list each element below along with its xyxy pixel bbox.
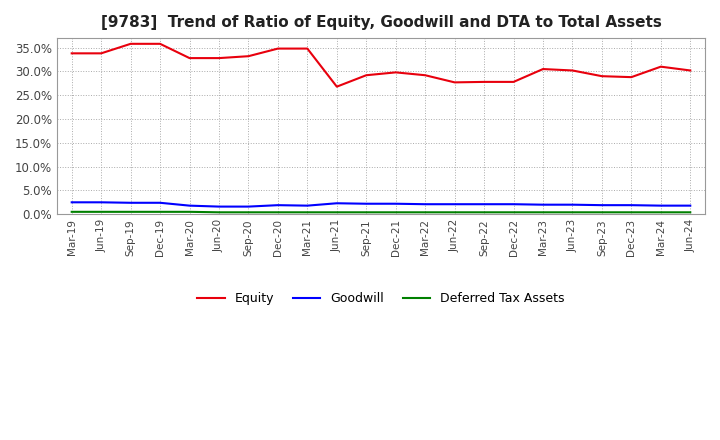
Deferred Tax Assets: [686, 210, 695, 215]
Goodwill: [392, 201, 400, 206]
Equity: [450, 80, 459, 85]
Equity: [539, 66, 547, 72]
Goodwill: [362, 201, 371, 206]
Deferred Tax Assets: [97, 209, 106, 214]
Goodwill: [333, 201, 341, 206]
Goodwill: [274, 202, 282, 208]
Equity: [480, 79, 488, 84]
Goodwill: [657, 203, 665, 208]
Deferred Tax Assets: [480, 210, 488, 215]
Deferred Tax Assets: [274, 210, 282, 215]
Goodwill: [215, 204, 223, 209]
Equity: [156, 41, 164, 47]
Goodwill: [450, 202, 459, 207]
Goodwill: [598, 202, 606, 208]
Goodwill: [97, 200, 106, 205]
Goodwill: [68, 200, 76, 205]
Deferred Tax Assets: [303, 210, 312, 215]
Equity: [421, 73, 430, 78]
Equity: [657, 64, 665, 70]
Legend: Equity, Goodwill, Deferred Tax Assets: Equity, Goodwill, Deferred Tax Assets: [192, 287, 570, 310]
Deferred Tax Assets: [568, 210, 577, 215]
Deferred Tax Assets: [450, 210, 459, 215]
Goodwill: [539, 202, 547, 207]
Goodwill: [244, 204, 253, 209]
Deferred Tax Assets: [598, 210, 606, 215]
Line: Deferred Tax Assets: Deferred Tax Assets: [72, 212, 690, 213]
Equity: [274, 46, 282, 51]
Deferred Tax Assets: [185, 209, 194, 214]
Equity: [598, 73, 606, 79]
Deferred Tax Assets: [362, 210, 371, 215]
Equity: [68, 51, 76, 56]
Goodwill: [156, 200, 164, 205]
Line: Goodwill: Goodwill: [72, 202, 690, 207]
Equity: [126, 41, 135, 47]
Equity: [97, 51, 106, 56]
Equity: [333, 84, 341, 89]
Equity: [215, 55, 223, 61]
Equity: [686, 68, 695, 73]
Deferred Tax Assets: [333, 210, 341, 215]
Goodwill: [303, 203, 312, 208]
Title: [9783]  Trend of Ratio of Equity, Goodwill and DTA to Total Assets: [9783] Trend of Ratio of Equity, Goodwil…: [101, 15, 662, 30]
Equity: [627, 74, 636, 80]
Goodwill: [185, 203, 194, 208]
Line: Equity: Equity: [72, 44, 690, 87]
Deferred Tax Assets: [539, 210, 547, 215]
Deferred Tax Assets: [215, 210, 223, 215]
Goodwill: [480, 202, 488, 207]
Equity: [392, 70, 400, 75]
Equity: [303, 46, 312, 51]
Deferred Tax Assets: [657, 210, 665, 215]
Goodwill: [686, 203, 695, 208]
Equity: [509, 79, 518, 84]
Goodwill: [126, 200, 135, 205]
Goodwill: [421, 202, 430, 207]
Goodwill: [627, 202, 636, 208]
Deferred Tax Assets: [421, 210, 430, 215]
Equity: [568, 68, 577, 73]
Deferred Tax Assets: [392, 210, 400, 215]
Deferred Tax Assets: [244, 210, 253, 215]
Deferred Tax Assets: [126, 209, 135, 214]
Deferred Tax Assets: [627, 210, 636, 215]
Equity: [362, 73, 371, 78]
Deferred Tax Assets: [68, 209, 76, 214]
Equity: [185, 55, 194, 61]
Goodwill: [568, 202, 577, 207]
Goodwill: [509, 202, 518, 207]
Deferred Tax Assets: [156, 209, 164, 214]
Equity: [244, 54, 253, 59]
Deferred Tax Assets: [509, 210, 518, 215]
